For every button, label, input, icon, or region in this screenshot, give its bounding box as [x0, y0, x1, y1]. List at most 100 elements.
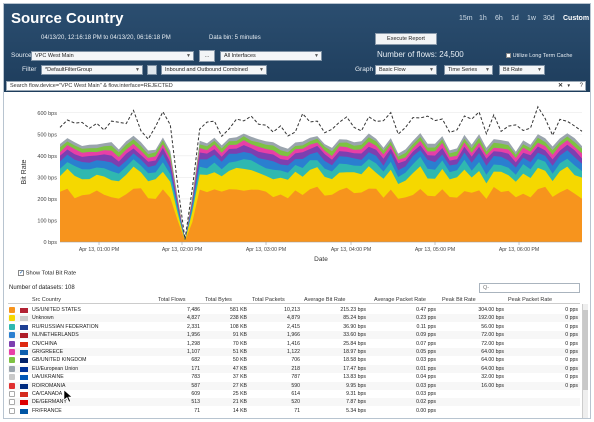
row-checkbox[interactable]: [9, 391, 15, 397]
cell-bytes: 51 KB: [232, 349, 247, 355]
filter-select[interactable]: *DefaultFilterGroup ▼: [41, 65, 143, 75]
cell-packets: 614: [291, 391, 300, 397]
table-row[interactable]: EU/European Union 171 47 KB 218 17.47 bps 0.0…: [8, 364, 580, 373]
utilize-cache-toggle[interactable]: Utilize Long Term Cache: [506, 53, 573, 59]
close-icon[interactable]: ✕: [557, 83, 563, 89]
table-row[interactable]: CN/CHINA 1,298 70 KB 1,416 25.84 bps 0.07 pps…: [8, 339, 580, 348]
row-checkbox[interactable]: [9, 349, 15, 355]
row-checkbox[interactable]: [9, 307, 15, 313]
row-checkbox[interactable]: [9, 323, 15, 330]
graph-mode-select[interactable]: Time Series ▼: [444, 65, 493, 75]
execute-report-button[interactable]: Execute Report: [375, 33, 437, 45]
scrollbar-thumb[interactable]: [583, 310, 588, 390]
table-row[interactable]: FR/FRANCE 71 14 KB 71 5.34 bps 0.00 pps: [8, 406, 580, 415]
table-row[interactable]: CA/CANADA 609 25 KB 614 9.31 bps 0.03 pps: [8, 390, 580, 398]
table-row[interactable]: Unknown 4,827 238 KB 4,879 85.24 bps 0.23 pps…: [8, 314, 580, 323]
cell-avg-pkt: 0.09 pps: [416, 332, 436, 339]
source-value: VPC West Main: [35, 53, 74, 59]
table-row[interactable]: US/UNITED STATES 7,486 581 KB 10,213 215.23 …: [8, 306, 580, 314]
row-checkbox[interactable]: [9, 365, 15, 372]
time-range-30d[interactable]: 30d: [543, 15, 555, 22]
cell-flows: 171: [191, 365, 200, 372]
cell-packets: 706: [291, 357, 300, 364]
source-select[interactable]: VPC West Main ▼: [31, 51, 194, 61]
graph-mode-value: Time Series: [448, 67, 478, 73]
utilize-cache-checkbox[interactable]: [506, 53, 511, 58]
row-checkbox[interactable]: [9, 332, 15, 339]
column-header[interactable]: Average Bit Rate: [304, 297, 346, 303]
cell-bytes: 50 KB: [232, 357, 247, 364]
date-range: 04/13/20, 12:16:18 PM to 04/13/20, 06:16…: [41, 35, 171, 41]
filter-value: *DefaultFilterGroup: [45, 67, 93, 73]
cell-avg-pkt: 0.01 pps: [416, 365, 436, 372]
direction-value: Inbound and Outbound Combined: [165, 67, 248, 73]
cell-flows: 1,107: [187, 349, 200, 355]
cell-peak-bit: 32.00 bps: [481, 374, 504, 381]
time-range-15m[interactable]: 15m: [459, 15, 473, 22]
column-header[interactable]: Average Packet Rate: [374, 297, 426, 303]
cell-country: Unknown: [32, 315, 54, 322]
graph-label: Graph: [355, 66, 374, 73]
column-header[interactable]: Peak Bit Rate: [442, 297, 476, 303]
table-row[interactable]: GR/GREECE 1,107 51 KB 1,122 18.97 bps 0.05 pp…: [8, 348, 580, 356]
flag-icon: [20, 350, 28, 355]
time-range-1h[interactable]: 1h: [479, 15, 487, 22]
cell-flows: 609: [191, 391, 200, 397]
row-checkbox[interactable]: [9, 407, 15, 414]
table-search-input[interactable]: Q-: [479, 283, 580, 293]
time-range-6h[interactable]: 6h: [495, 15, 503, 22]
column-header[interactable]: Total Flows: [158, 297, 186, 303]
cell-avg-pkt: 0.00 pps: [416, 407, 436, 414]
row-checkbox[interactable]: [9, 382, 15, 389]
source-label: Source: [11, 52, 32, 59]
time-range-custom[interactable]: Custom: [563, 15, 590, 22]
column-header[interactable]: Total Bytes: [205, 297, 232, 303]
cell-packets: 10,213: [284, 307, 300, 313]
column-header[interactable]: Src Country: [32, 297, 62, 303]
time-range-1w[interactable]: 1w: [527, 15, 536, 22]
chevron-down-icon: ▼: [314, 53, 319, 59]
table-row[interactable]: RU/RUSSIAN FEDERATION 2,331 108 KB 2,415 36.…: [8, 322, 580, 331]
filter-edit-icon[interactable]: [147, 65, 157, 75]
column-header[interactable]: Total Packets: [252, 297, 285, 303]
table-row[interactable]: DE/GERMANY 513 21 KB 520 7.87 bps 0.02 pps: [8, 398, 580, 407]
row-checkbox[interactable]: [9, 340, 15, 347]
table-scrollbar[interactable]: [582, 304, 588, 418]
show-total-toggle[interactable]: ✓ Show Total Bit Rate: [18, 270, 76, 277]
cell-avg-pkt: 0.03 pps: [416, 357, 436, 364]
table-row[interactable]: NL/NETHERLANDS 1,956 91 KB 1,966 33.60 bps 0.…: [8, 331, 580, 340]
help-icon[interactable]: ?: [579, 83, 583, 89]
graph-metric-select[interactable]: Bit Rate ▼: [499, 65, 545, 75]
cell-bytes: 47 KB: [232, 365, 247, 372]
direction-select[interactable]: Inbound and Outbound Combined ▼: [161, 65, 267, 75]
table-row[interactable]: UA/UKRAINE 783 37 KB 787 13.83 bps 0.04 pps 32…: [8, 373, 580, 382]
graph-type-select[interactable]: Basic Flow ▼: [375, 65, 437, 75]
cell-peak-bit: 64.00 bps: [481, 365, 504, 372]
cell-peak-pkt: 0 pps: [565, 382, 578, 389]
chevron-down-icon[interactable]: ▼: [566, 83, 571, 88]
row-checkbox[interactable]: [9, 374, 15, 381]
column-header[interactable]: Peak Packet Rate: [508, 297, 553, 303]
show-total-checkbox[interactable]: ✓: [18, 270, 24, 276]
cell-flows: 587: [191, 382, 200, 389]
y-tick-label: 0 bps: [44, 240, 58, 246]
source-more-button[interactable]: ...: [199, 50, 215, 62]
table-row[interactable]: RO/ROMANIA 587 27 KB 590 9.95 bps 0.03 pps 16.…: [8, 381, 580, 390]
x-tick-label: Apr 13, 01:00 PM: [79, 247, 119, 253]
flag-icon: [20, 341, 28, 347]
time-range-1d[interactable]: 1d: [511, 15, 519, 22]
chevron-down-icon: ▼: [135, 67, 140, 73]
row-checkbox[interactable]: [9, 315, 15, 322]
cell-packets: 1,122: [287, 349, 300, 355]
search-input[interactable]: Search flow.device="VPC West Main" & flo…: [6, 81, 586, 91]
interfaces-select[interactable]: All Interfaces ▼: [220, 51, 322, 61]
cell-flows: 1,956: [187, 332, 200, 339]
cell-country: GR/GREECE: [32, 349, 64, 355]
row-checkbox[interactable]: [9, 357, 15, 364]
table-row[interactable]: GB/UNITED KINGDOM 682 50 KB 706 18.58 bps 0.0…: [8, 356, 580, 365]
cell-bytes: 238 KB: [229, 315, 247, 322]
cell-avg-bit: 36.90 bps: [343, 323, 366, 330]
row-checkbox[interactable]: [9, 399, 15, 406]
cell-avg-bit: 7.87 bps: [346, 399, 366, 406]
cell-avg-pkt: 0.11 pps: [416, 323, 436, 330]
